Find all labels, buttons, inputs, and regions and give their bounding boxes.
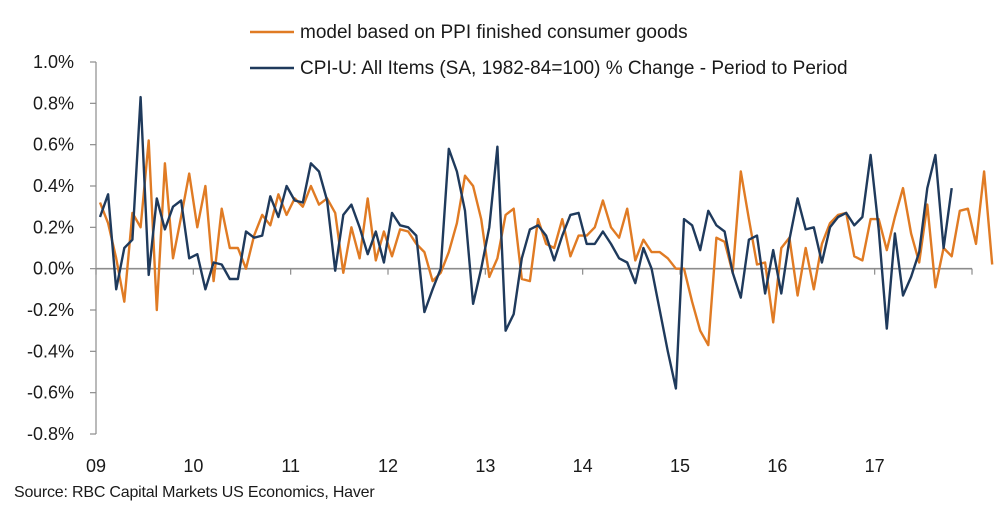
y-tick-label: 1.0% — [33, 52, 74, 72]
legend-label-cpi: CPI-U: All Items (SA, 1982-84=100) % Cha… — [300, 58, 848, 79]
y-tick-label: 0.2% — [33, 217, 74, 237]
y-axis: 1.0% 0.8% 0.6% 0.4% 0.2% 0.0% -0.2% -0.4% -0.6% -… — [27, 52, 97, 444]
y-tick-label: -0.6% — [27, 383, 74, 403]
legend: model based on PPI finished consumer goo… — [250, 22, 848, 79]
x-tick-label: 17 — [865, 456, 885, 476]
y-tick-label: 0.0% — [33, 259, 74, 279]
x-tick-label: 15 — [670, 456, 690, 476]
source-note: Source: RBC Capital Markets US Economics… — [14, 484, 375, 501]
x-tick-label: 09 — [86, 456, 106, 476]
legend-label-model: model based on PPI finished consumer goo… — [300, 22, 688, 43]
x-tick-label: 10 — [183, 456, 203, 476]
y-tick-label: -0.8% — [27, 424, 74, 444]
series-group — [98, 95, 994, 390]
y-tick-label: 0.6% — [33, 135, 74, 155]
y-tick-label: -0.2% — [27, 300, 74, 320]
x-tick-label: 12 — [378, 456, 398, 476]
x-tick-label: 14 — [573, 456, 593, 476]
y-tick-label: -0.4% — [27, 341, 74, 361]
x-axis: 09 10 11 12 13 14 15 16 17 — [86, 267, 973, 476]
x-tick-label: 16 — [767, 456, 787, 476]
y-tick-label: 0.4% — [33, 176, 74, 196]
series-line-model — [98, 139, 994, 347]
y-tick-label: 0.8% — [33, 93, 74, 113]
series-line-cpi — [98, 95, 953, 390]
x-tick-label: 11 — [281, 456, 300, 476]
x-tick-label: 13 — [475, 456, 495, 476]
